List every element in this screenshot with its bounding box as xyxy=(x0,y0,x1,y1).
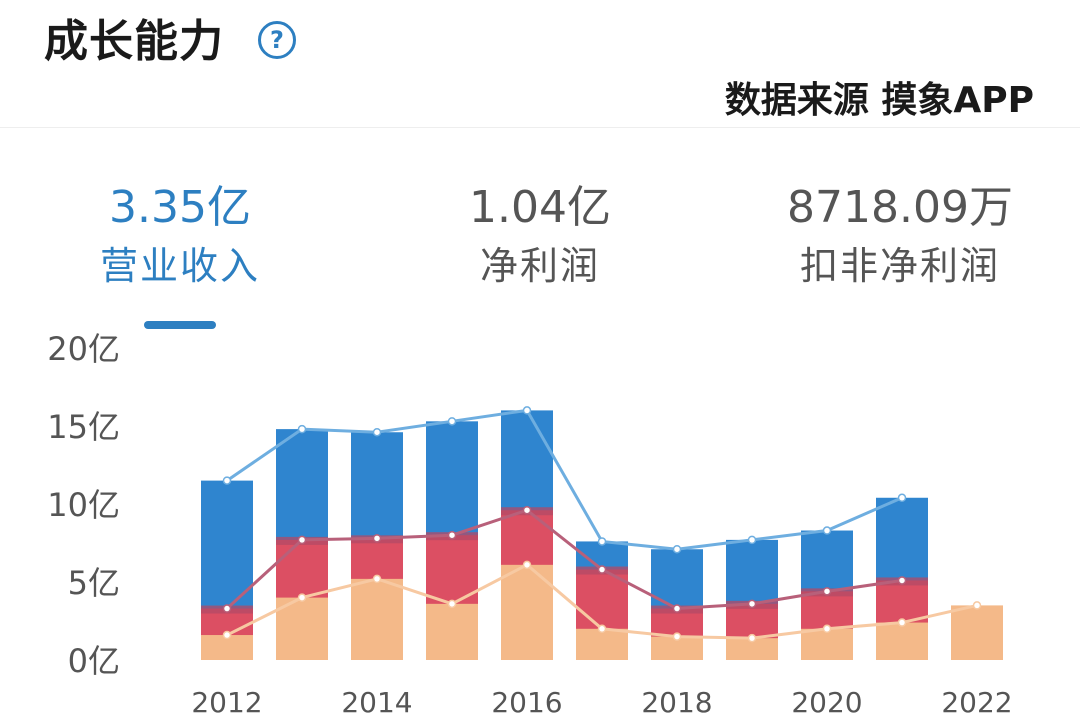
tab-revenue[interactable]: 3.35亿 营业收入 xyxy=(80,178,280,294)
series-point xyxy=(447,599,457,609)
base-bar xyxy=(651,636,703,660)
series-point xyxy=(522,406,532,415)
base-bar xyxy=(726,638,778,660)
series-point xyxy=(672,632,682,641)
x-tick-label: 2014 xyxy=(341,686,412,719)
series-point xyxy=(372,534,382,543)
deducted-net-profit-value: 8718.09万 xyxy=(787,182,1013,233)
series-point xyxy=(597,565,607,574)
series-point xyxy=(822,526,832,535)
series-point xyxy=(222,630,232,640)
base-bar xyxy=(426,603,478,660)
net-profit-label: 净利润 xyxy=(479,244,600,288)
growth-bar-chart: 20亿 15亿 10亿 5亿 0亿 2012 2014 2016 2018 2020 2022 xyxy=(47,330,1012,719)
series-point xyxy=(222,476,232,485)
active-tab-indicator xyxy=(144,321,216,329)
series-point xyxy=(597,537,607,546)
revenue-label: 营业收入 xyxy=(99,244,260,288)
series-point xyxy=(672,544,682,554)
series-point xyxy=(447,530,457,540)
divider xyxy=(0,127,1080,128)
series-point xyxy=(822,624,832,634)
series-point xyxy=(447,417,457,426)
base-bar xyxy=(351,578,403,660)
base-bar xyxy=(951,605,1003,660)
series-point xyxy=(222,604,232,613)
series-point xyxy=(297,593,307,602)
series-point xyxy=(297,424,307,434)
series-point xyxy=(297,535,307,545)
series-point xyxy=(897,618,907,627)
y-tick-label: 0亿 xyxy=(68,642,120,680)
series-point xyxy=(522,560,532,570)
tab-net-profit[interactable]: 1.04亿 净利润 xyxy=(440,178,640,294)
series-point xyxy=(672,604,682,613)
revenue-value: 3.35亿 xyxy=(109,182,251,233)
series-line xyxy=(226,408,903,551)
base-bar xyxy=(876,622,928,660)
series-point xyxy=(822,587,832,596)
base-bar xyxy=(801,628,853,660)
y-tick-label: 15亿 xyxy=(47,408,120,446)
y-tick-label: 5亿 xyxy=(68,564,120,602)
section-title: 成长能力 xyxy=(44,16,224,67)
tab-deducted-net-profit[interactable]: 8718.09万 扣非净利润 xyxy=(750,178,1050,294)
series-point xyxy=(897,576,907,585)
base-bar xyxy=(276,597,328,660)
net-profit-value: 1.04亿 xyxy=(469,182,611,233)
x-tick-label: 2012 xyxy=(191,686,262,719)
series-line xyxy=(225,508,903,611)
question-circle-icon[interactable]: ? xyxy=(258,21,296,59)
series-point xyxy=(372,427,382,437)
y-tick-label: 20亿 xyxy=(47,330,120,368)
data-source-label: 数据来源 摸象APP xyxy=(724,80,1034,121)
x-tick-label: 2016 xyxy=(491,686,562,719)
series-point xyxy=(372,574,382,584)
x-tick-label: 2020 xyxy=(791,686,862,719)
base-bar xyxy=(576,628,628,660)
series-point xyxy=(522,505,532,515)
series-point xyxy=(747,633,757,643)
y-tick-label: 10亿 xyxy=(47,486,120,524)
series-point xyxy=(747,535,757,545)
series-point xyxy=(597,624,607,634)
series-point xyxy=(747,599,757,609)
series-point xyxy=(897,493,907,503)
deducted-net-profit-label: 扣非净利润 xyxy=(799,244,1000,288)
series-point xyxy=(972,601,982,610)
x-tick-label: 2022 xyxy=(941,686,1012,719)
x-tick-label: 2018 xyxy=(641,686,712,719)
